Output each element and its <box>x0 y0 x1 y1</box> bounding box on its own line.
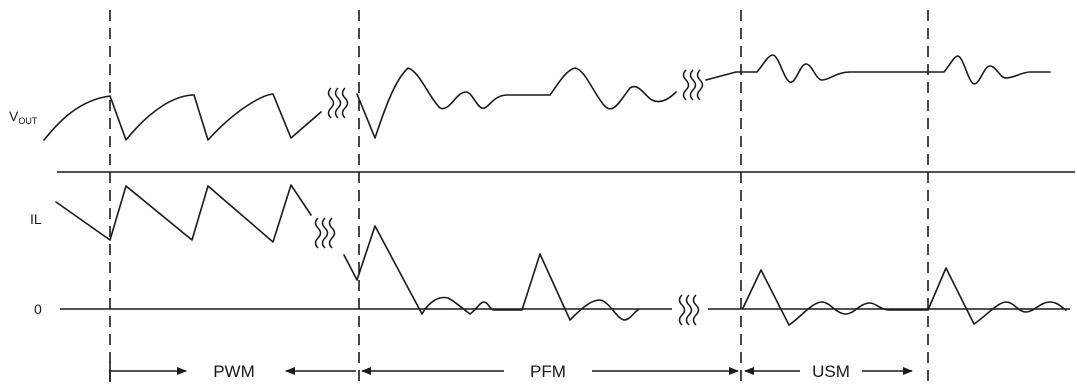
vout-break-2-icon <box>682 69 704 101</box>
il-break-1-icon <box>314 217 336 249</box>
il-waveform-pwm <box>55 184 312 243</box>
vout-label-sub: OUT <box>18 116 38 126</box>
pfm-label: PFM <box>530 362 566 381</box>
vout-label: VOUT <box>9 108 38 126</box>
il-waveform-usm <box>742 267 1067 326</box>
pwm-span: PWM <box>109 362 356 382</box>
vout-waveform-pfm <box>356 67 677 139</box>
il-waveform-pfm <box>343 225 639 321</box>
il-label: IL <box>30 211 42 227</box>
vout-waveform-pwm <box>43 93 322 141</box>
pfm-span: PFM <box>361 362 739 381</box>
vout-waveform-usm <box>705 54 1051 85</box>
usm-span: USM <box>744 362 913 381</box>
zero-label: 0 <box>34 301 42 317</box>
usm-label: USM <box>812 362 850 381</box>
vout-break-1-icon <box>327 87 349 119</box>
pwm-label: PWM <box>213 362 255 381</box>
il-break-2-icon <box>678 294 700 326</box>
vout-label-main: V <box>9 108 19 124</box>
